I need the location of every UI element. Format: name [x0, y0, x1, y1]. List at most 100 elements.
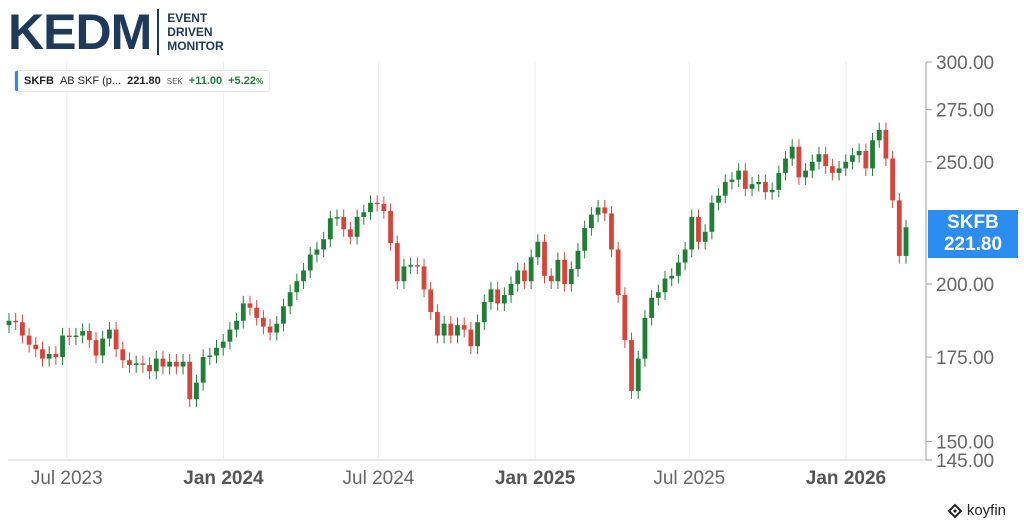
candle-body: [749, 184, 755, 189]
candle-body: [194, 382, 199, 400]
candle-body: [401, 266, 407, 282]
brand-tagline-line-2: DRIVEN: [167, 25, 213, 39]
candle-body: [247, 303, 253, 308]
candle-body: [870, 140, 875, 169]
candle-body: [515, 270, 521, 284]
candle-body: [508, 283, 514, 296]
candle-body: [448, 323, 454, 336]
candle-body: [481, 302, 487, 323]
candle-body: [876, 129, 882, 141]
candle-body: [669, 275, 675, 279]
candle-body: [287, 292, 293, 307]
y-tick-label: 175.00: [936, 348, 994, 369]
candle-body: [86, 331, 92, 341]
candle-body: [575, 250, 581, 270]
candle-body: [696, 217, 701, 242]
candle-body: [133, 363, 139, 365]
candle-body: [642, 317, 648, 359]
candle-body: [173, 361, 179, 367]
candle-body: [809, 161, 815, 171]
candle-body: [140, 363, 146, 365]
legend-change-pct: +5.22%: [228, 75, 264, 87]
candle-body: [776, 172, 782, 190]
candle-body: [66, 335, 72, 338]
legend-name: AB SKF (p...: [59, 75, 122, 87]
candle-body: [675, 262, 681, 276]
candle-body: [769, 189, 775, 193]
y-tick-label: 150.00: [936, 432, 994, 453]
x-tick-label: Jan 2026: [806, 468, 886, 489]
series-legend[interactable]: SKFB AB SKF (p... 221.80 SEK +11.00 +5.2…: [14, 70, 271, 92]
candle-body: [214, 347, 219, 356]
candle-body: [388, 211, 393, 244]
candle-body: [274, 323, 280, 333]
chart-grid: [8, 62, 927, 461]
candle-body: [93, 340, 99, 356]
candle-body: [903, 227, 909, 256]
candle-body: [281, 306, 286, 324]
candle-body: [602, 207, 608, 214]
candle-body: [314, 249, 320, 255]
candle-body: [428, 289, 434, 313]
y-tick-label: 300.00: [936, 53, 994, 74]
candle-body: [180, 361, 186, 367]
candle-body: [294, 281, 300, 293]
candle-body: [347, 229, 353, 237]
y-axis: 300.00 275.00 250.00 200.00 175.00 150.00145.…: [926, 53, 994, 472]
brand-wordmark: KEDM: [8, 4, 152, 60]
x-axis: Jul 2023 Jan 2024 Jul 2024 Jan 2025 Jul 2025…: [31, 468, 886, 489]
x-tick-label: Jan 2025: [495, 468, 576, 489]
candle-body: [187, 361, 193, 400]
brand-tagline-line-1: EVENT: [167, 11, 208, 25]
candle-body: [435, 312, 440, 336]
koyfin-wordmark: koyfin: [966, 502, 1006, 519]
candle-body: [542, 241, 547, 276]
candle-body: [53, 353, 59, 358]
candle-body: [321, 239, 327, 250]
candle-body: [615, 249, 621, 296]
candle-body: [488, 289, 494, 303]
candle-body: [468, 329, 474, 347]
candle-body: [682, 249, 688, 263]
candle-body: [588, 214, 594, 229]
candle-body: [153, 358, 159, 372]
candle-body: [127, 360, 132, 365]
candle-body: [73, 335, 79, 338]
candle-body: [568, 269, 574, 284]
candle-body: [883, 129, 889, 159]
candle-body: [562, 259, 568, 284]
candle-body: [327, 218, 333, 240]
candle-body: [374, 202, 380, 205]
candle-body: [361, 212, 367, 218]
candle-body: [501, 295, 507, 304]
candle-body: [803, 170, 808, 178]
candle-body: [689, 217, 695, 250]
candle-body: [522, 270, 527, 282]
candle-body: [461, 325, 467, 330]
candle-body: [816, 154, 822, 162]
candle-body: [609, 213, 614, 250]
legend-currency: SEK: [166, 76, 183, 86]
candle-body: [354, 217, 360, 237]
candle-body: [595, 207, 601, 215]
candle-body: [301, 270, 306, 282]
candle-body: [662, 278, 668, 293]
candle-body: [528, 257, 534, 282]
x-tick-label: Jul 2025: [653, 468, 725, 489]
candle-body: [702, 231, 708, 242]
x-tick-label: Jul 2023: [31, 468, 103, 489]
candle-body: [60, 335, 65, 358]
candle-body: [709, 202, 715, 232]
candle-body: [394, 243, 400, 282]
candle-body: [227, 329, 233, 342]
candle-body: [6, 320, 12, 326]
legend-color-marker: [15, 71, 18, 91]
candle-body: [896, 200, 902, 256]
candle-body: [33, 344, 39, 350]
candle-body: [220, 341, 226, 348]
koyfin-brand[interactable]: koyfin: [947, 502, 1006, 519]
candle-body: [80, 331, 86, 336]
candle-body: [441, 323, 447, 336]
candle-body: [19, 322, 25, 336]
